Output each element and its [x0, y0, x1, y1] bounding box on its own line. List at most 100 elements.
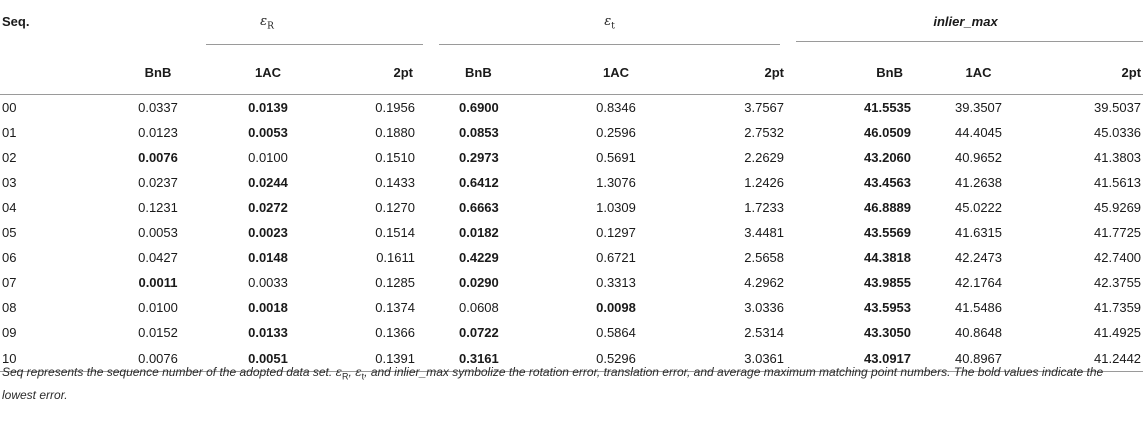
seq-cell: 08 — [2, 300, 17, 315]
value-cell: 0.1297 — [596, 225, 636, 240]
value-cell: 40.9652 — [955, 150, 1003, 165]
value-cell: 0.0608 — [459, 300, 499, 315]
value-cell: 0.1510 — [375, 150, 415, 165]
value-cell: 0.0139 — [248, 100, 288, 115]
value-cell: 41.7725 — [1094, 225, 1142, 240]
value-cell: 0.0100 — [248, 150, 288, 165]
value-cell: 0.0148 — [248, 250, 288, 265]
seq-cell: 02 — [2, 150, 17, 165]
value-cell: 0.0722 — [459, 325, 499, 340]
value-cell: 43.3050 — [864, 325, 912, 340]
header-row-groups: Seq. εR εt inlier_max — [0, 0, 1143, 50]
value-cell: 1.7233 — [744, 200, 785, 215]
value-cell: 0.2596 — [596, 125, 636, 140]
value-cell: 0.1514 — [375, 225, 415, 240]
col-header: 1AC — [915, 50, 1043, 95]
value-cell: 41.3803 — [1094, 150, 1142, 165]
value-cell: 42.1764 — [955, 275, 1003, 290]
value-cell: 0.3161 — [431, 345, 557, 372]
table-row: 07 0.0011 0.0033 0.1285 0.0290 0.3313 4.2962 43… — [0, 270, 1143, 295]
seq-cell: 10 — [0, 345, 103, 372]
value-cell: 0.0123 — [138, 125, 178, 140]
value-cell: 0.6663 — [459, 200, 499, 215]
value-cell: 0.0018 — [248, 300, 288, 315]
value-cell: 0.0100 — [138, 300, 178, 315]
col-header: 1AC — [213, 50, 323, 95]
table-row: 06 0.0427 0.0148 0.1611 0.4229 0.6721 2.5658 44… — [0, 245, 1143, 270]
value-cell: 2.7532 — [744, 125, 785, 140]
seq-cell: 03 — [2, 175, 17, 190]
value-cell: 1.3076 — [596, 175, 636, 190]
value-cell: 0.0098 — [596, 300, 636, 315]
table-row: 03 0.0237 0.0244 0.1433 0.6412 1.3076 1.2426 43… — [0, 170, 1143, 195]
value-cell: 0.5864 — [596, 325, 636, 340]
translation-error-header: εt — [431, 0, 788, 50]
table-body: 00 0.0337 0.0139 0.1956 0.6900 0.8346 3.7567 41… — [0, 95, 1143, 372]
seq-cell: 05 — [2, 225, 17, 240]
value-cell: 41.2638 — [955, 175, 1003, 190]
value-cell: 0.0272 — [248, 200, 288, 215]
rotation-error-subscript: R — [267, 21, 274, 32]
table-row: 10 0.0076 0.0051 0.1391 0.3161 0.5296 3.0361 43… — [0, 345, 1143, 372]
value-cell: 43.2060 — [864, 150, 912, 165]
value-cell: 0.5296 — [557, 345, 675, 372]
value-cell: 0.8346 — [596, 100, 636, 115]
value-cell: 41.5535 — [864, 100, 912, 115]
value-cell: 0.6721 — [596, 250, 636, 265]
col-header: BnB — [788, 50, 916, 95]
col-header: BnB — [431, 50, 557, 95]
seq-cell: 00 — [2, 100, 17, 115]
translation-error-subscript: t — [611, 21, 615, 32]
footnote-subscript: R — [342, 371, 349, 382]
table-row: 09 0.0152 0.0133 0.1366 0.0722 0.5864 2.5314 43… — [0, 320, 1143, 345]
col-header: 2pt — [323, 50, 431, 95]
value-cell: 43.5953 — [864, 300, 912, 315]
table-row: 05 0.0053 0.0023 0.1514 0.0182 0.1297 3.4481 43… — [0, 220, 1143, 245]
value-cell: 41.4925 — [1094, 325, 1142, 340]
value-cell: 2.2629 — [744, 150, 785, 165]
table-footnote: Seq represents the sequence number of th… — [2, 363, 1140, 405]
value-cell: 0.0152 — [138, 325, 178, 340]
value-cell: 0.4229 — [459, 250, 499, 265]
value-cell: 0.1956 — [375, 100, 415, 115]
col-header: 2pt — [1042, 50, 1143, 95]
value-cell: 43.4563 — [864, 175, 912, 190]
value-cell: 41.5486 — [955, 300, 1003, 315]
value-cell: 4.2962 — [744, 275, 785, 290]
value-cell: 40.8967 — [915, 345, 1043, 372]
value-cell: 0.1270 — [375, 200, 415, 215]
value-cell: 41.7359 — [1094, 300, 1142, 315]
value-cell: 43.9855 — [864, 275, 912, 290]
value-cell: 0.0053 — [248, 125, 288, 140]
table-row: 08 0.0100 0.0018 0.1374 0.0608 0.0098 3.0336 43… — [0, 295, 1143, 320]
value-cell: 39.5037 — [1094, 100, 1142, 115]
seq-cell: 06 — [2, 250, 17, 265]
value-cell: 3.0336 — [744, 300, 785, 315]
footnote-text: , — [348, 365, 356, 379]
value-cell: 0.1433 — [375, 175, 415, 190]
seq-header: Seq. — [2, 14, 30, 29]
value-cell: 42.3755 — [1094, 275, 1142, 290]
value-cell: 43.5569 — [864, 225, 912, 240]
value-cell: 0.0427 — [138, 250, 178, 265]
value-cell: 0.0076 — [138, 150, 178, 165]
translation-error-symbol: ε — [604, 14, 612, 29]
value-cell: 41.6315 — [955, 225, 1003, 240]
value-cell: 0.0853 — [459, 125, 499, 140]
value-cell: 0.0244 — [248, 175, 288, 190]
value-cell: 0.0053 — [138, 225, 178, 240]
rotation-error-header: εR — [103, 0, 431, 50]
value-cell: 0.5691 — [596, 150, 636, 165]
value-cell: 42.2473 — [955, 250, 1003, 265]
value-cell: 40.8648 — [955, 325, 1003, 340]
header-row-methods: BnB 1AC 2pt BnB 1AC 2pt BnB 1AC 2pt — [0, 50, 1143, 95]
value-cell: 0.0237 — [138, 175, 178, 190]
col-header: BnB — [103, 50, 213, 95]
seq-cell: 04 — [2, 200, 17, 215]
table-row: 04 0.1231 0.0272 0.1270 0.6663 1.0309 1.7233 46… — [0, 195, 1143, 220]
value-cell: 0.0051 — [213, 345, 323, 372]
value-cell: 0.6412 — [459, 175, 499, 190]
results-table: Seq. εR εt inlier_max BnB 1AC 2pt — [0, 0, 1143, 372]
value-cell: 0.1285 — [375, 275, 415, 290]
